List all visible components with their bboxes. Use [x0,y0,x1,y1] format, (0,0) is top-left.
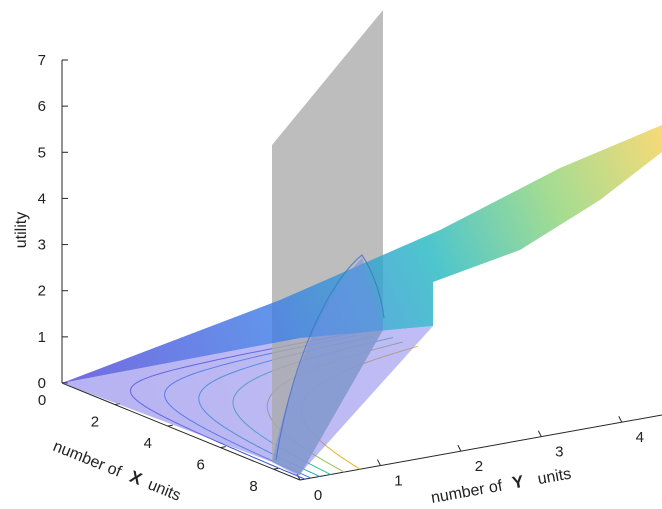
utility-surface-front [272,258,383,475]
x-tick-mark [220,446,226,449]
x-axis-label-var: X [127,467,145,489]
z-tick-label: 1 [38,329,46,346]
x-tick-mark [167,424,173,427]
x-axis-label-prefix: number of [51,438,125,481]
x-axis-line [61,382,301,481]
y-tick-label: 1 [394,473,402,490]
y-tick-label: 0 [314,487,322,504]
z-tick-label: 5 [38,144,46,161]
x-tick-label: 6 [196,457,204,474]
x-tick-label: 8 [249,478,257,495]
x-tick-mark [273,467,279,470]
x-axis-label-suffix: units [145,476,183,504]
y-axis-line [299,414,662,481]
utility-surface-lower [62,326,433,476]
y-tick-label: 4 [636,429,644,446]
z-tick-label: 2 [38,283,46,300]
z-axis-label: utility [13,212,30,248]
y-tick-mark [537,430,542,437]
utility-curve-on-budget [275,254,385,461]
y-axis-label-prefix: number of [430,478,504,507]
x-axis-label: number of X units [51,436,184,505]
z-tick-label: 6 [38,98,46,115]
y-axis-label-suffix: units [536,466,572,489]
y-axis-label-var: Y [511,472,526,493]
y-tick-mark [618,415,623,423]
z-tick-label: 7 [38,52,46,69]
z-tick-label: 3 [38,237,46,254]
axes: 0 1 2 3 4 5 6 7 0 2 4 6 8 0 1 2 3 4 [38,52,662,504]
y-tick-mark [457,444,462,452]
y-tick-label: 3 [555,444,563,461]
x-tick-label: 0 [38,392,46,409]
x-tick-label: 2 [91,414,99,431]
z-tick-label: 0 [38,375,46,392]
z-tick-label: 4 [38,190,46,207]
y-tick-label: 2 [475,458,483,475]
z-axis-ticks: 0 1 2 3 4 5 6 7 [38,52,68,392]
y-axis-label: number of Y units [429,464,572,507]
y-axis-ticks: 0 1 2 3 4 [296,415,644,504]
x-tick-label: 4 [144,435,152,452]
y-tick-mark [376,459,381,466]
